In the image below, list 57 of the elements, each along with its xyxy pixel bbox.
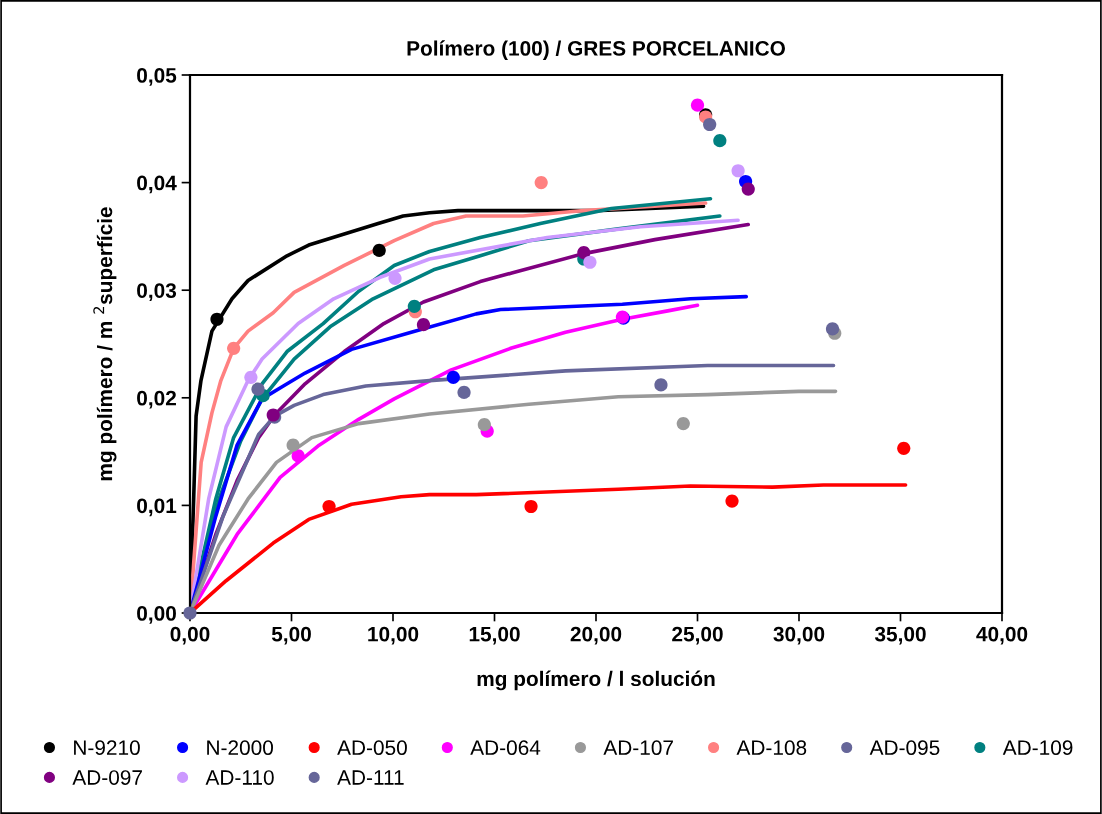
x-tick-label: 35,00	[874, 626, 926, 645]
point	[251, 382, 265, 396]
point	[457, 385, 471, 400]
point	[583, 255, 597, 269]
point	[244, 370, 258, 384]
point	[654, 378, 668, 392]
x-tick-label: 25,00	[672, 626, 723, 645]
legend-label: AD-107	[603, 740, 673, 756]
point	[577, 245, 591, 260]
y-tick-label: 0,05	[137, 68, 177, 86]
point	[703, 117, 717, 132]
point	[372, 243, 386, 257]
point	[407, 299, 421, 313]
legend-label: N-2000	[207, 740, 273, 756]
y-axis-title: mg polímero / m $^{2}$superfície	[93, 207, 117, 481]
point	[741, 182, 755, 196]
point	[731, 164, 745, 178]
point	[713, 134, 727, 148]
point	[676, 417, 690, 431]
x-tick-label: 20,00	[570, 626, 622, 645]
legend-label: AD-111	[337, 770, 404, 785]
legend-label: AD-095	[869, 740, 940, 756]
point	[897, 441, 911, 455]
legend-label: AD-064	[470, 740, 541, 756]
x-tick-label: 0,00	[170, 626, 210, 645]
point	[322, 499, 336, 514]
x-tick-label: 15,00	[469, 626, 520, 645]
x-tick-label: 10,00	[368, 626, 419, 645]
y-tick-label: 0,01	[137, 498, 177, 517]
point	[291, 449, 305, 463]
point	[210, 312, 224, 326]
y-tick-label: 0,03	[137, 283, 177, 301]
y-tick-label: 0,04	[137, 175, 177, 194]
x-tick-label: 5,00	[271, 626, 311, 645]
x-tick-label: 30,00	[773, 626, 825, 645]
y-tick-label: 0,00	[137, 606, 176, 624]
point	[227, 341, 241, 355]
point	[477, 418, 491, 432]
point	[446, 370, 460, 384]
point	[690, 98, 705, 112]
point	[524, 499, 538, 514]
legend-label: AD-110	[205, 770, 274, 785]
legend-label: AD-050	[337, 740, 407, 756]
chart-title: Polímero (100) / GRES PORCELANICO	[407, 40, 785, 60]
point	[388, 271, 402, 285]
x-axis-title: mg polímero / l solución	[477, 670, 715, 691]
point	[286, 438, 300, 452]
legend-label: N-9210	[74, 740, 140, 756]
legend-label: AD-097	[72, 770, 142, 785]
point	[825, 322, 840, 336]
x-tick-label: 40,00	[976, 626, 1028, 645]
y-tick-label: 0,02	[137, 390, 176, 409]
point	[534, 176, 548, 190]
point	[416, 318, 431, 332]
point	[725, 494, 739, 508]
legend-label: AD-109	[1002, 740, 1073, 756]
legend-label: AD-108	[736, 740, 807, 756]
